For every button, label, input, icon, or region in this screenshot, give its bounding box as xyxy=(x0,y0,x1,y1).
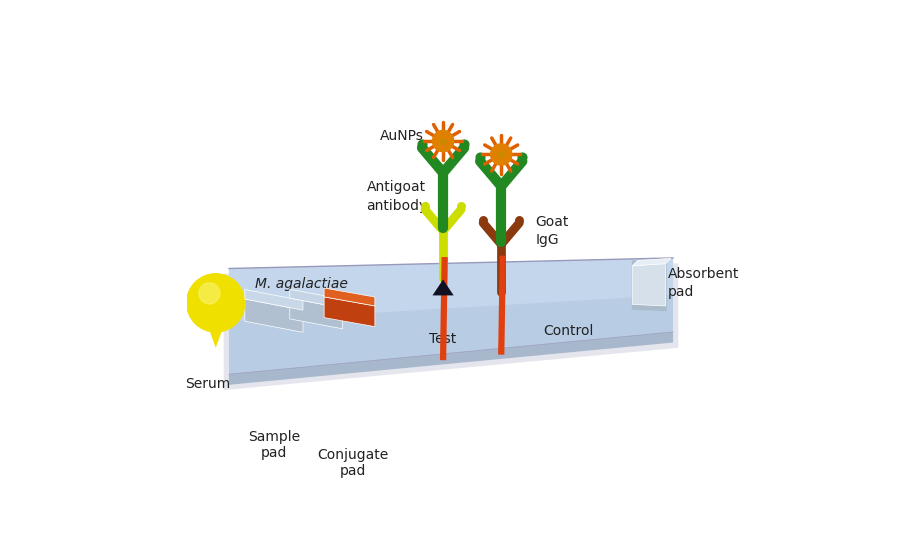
Circle shape xyxy=(432,130,454,151)
Circle shape xyxy=(491,144,511,165)
Polygon shape xyxy=(631,258,667,311)
Text: Control: Control xyxy=(544,324,594,338)
Polygon shape xyxy=(290,298,343,329)
Polygon shape xyxy=(432,280,454,295)
Text: Goat
IgG: Goat IgG xyxy=(536,215,569,248)
Polygon shape xyxy=(632,258,671,266)
Text: Conjugate
pad: Conjugate pad xyxy=(318,448,389,478)
Text: AuNPs: AuNPs xyxy=(380,129,424,143)
Text: Serum: Serum xyxy=(185,377,230,391)
Polygon shape xyxy=(229,332,673,385)
Text: Antigoat
antibody: Antigoat antibody xyxy=(366,180,428,213)
Polygon shape xyxy=(229,258,673,374)
Polygon shape xyxy=(229,258,673,321)
Circle shape xyxy=(198,283,220,304)
Polygon shape xyxy=(205,319,226,348)
Polygon shape xyxy=(324,288,375,306)
Polygon shape xyxy=(244,299,303,332)
Text: Absorbent
pad: Absorbent pad xyxy=(667,267,739,300)
Polygon shape xyxy=(324,297,375,326)
Polygon shape xyxy=(224,263,678,390)
Text: M. agalactiae
antigen: M. agalactiae antigen xyxy=(255,277,348,309)
Polygon shape xyxy=(632,264,666,306)
Polygon shape xyxy=(244,289,303,310)
Text: Sample
pad: Sample pad xyxy=(248,430,300,460)
Text: Test: Test xyxy=(429,332,456,346)
Polygon shape xyxy=(290,289,343,308)
Circle shape xyxy=(187,274,244,332)
